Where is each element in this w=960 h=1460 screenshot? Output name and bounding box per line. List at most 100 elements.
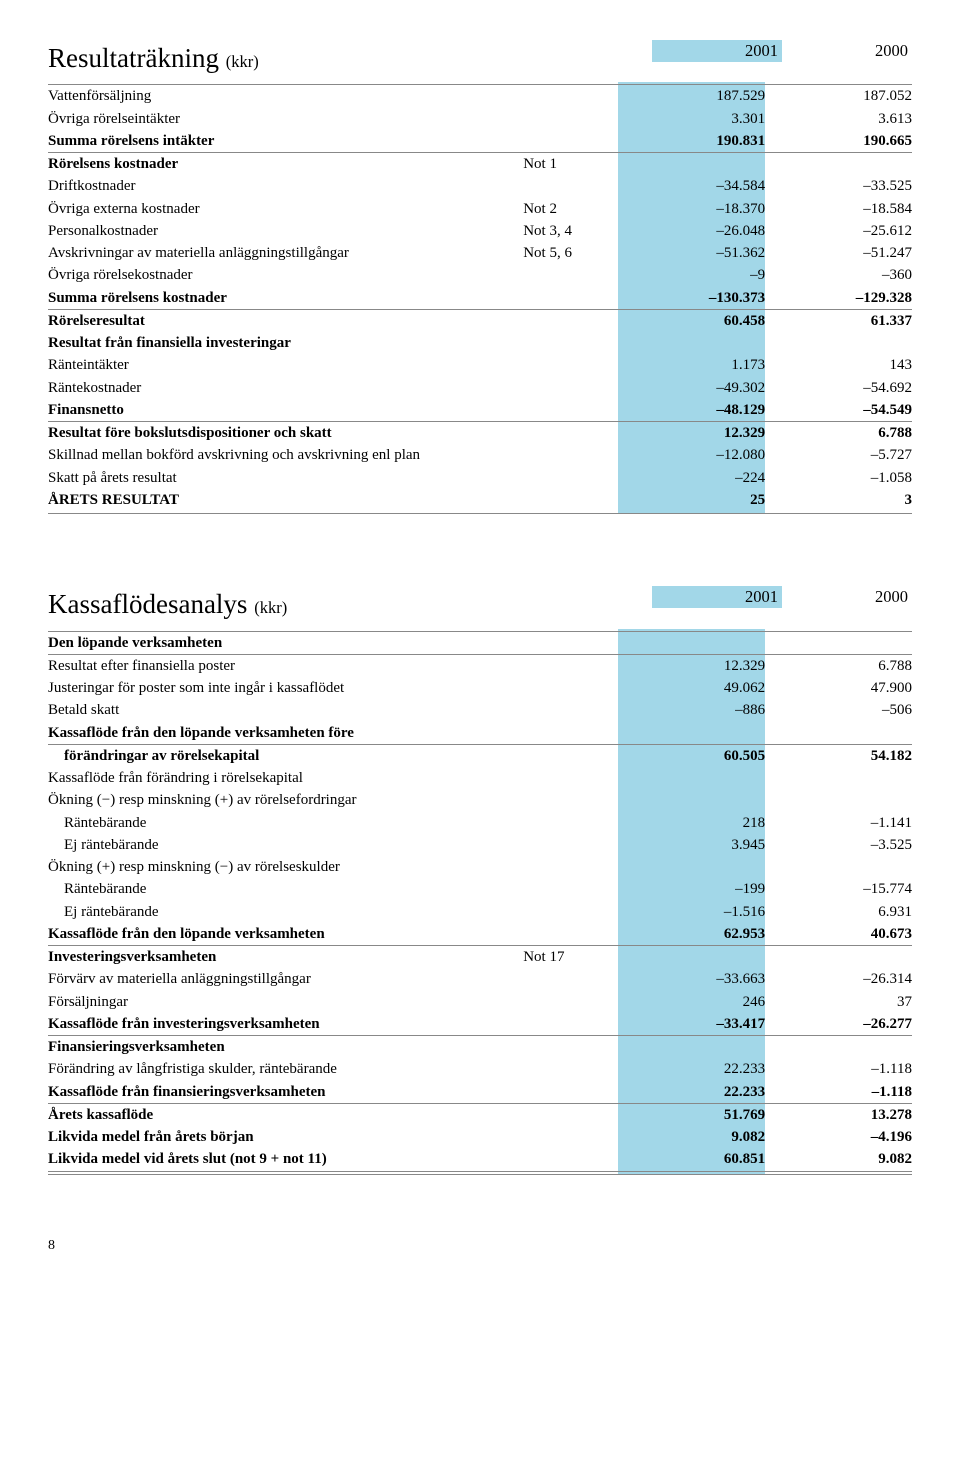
- table-row: Försäljningar24637: [48, 991, 912, 1013]
- row-2000: 37: [765, 991, 912, 1013]
- row-2001: [618, 767, 765, 789]
- row-2001: [618, 722, 765, 745]
- row-label: Kassaflöde från den löpande verksamheten: [48, 923, 523, 946]
- row-note: [523, 856, 618, 878]
- table-row: förändringar av rörelsekapital60.50554.1…: [48, 744, 912, 767]
- row-2000: 3: [765, 489, 912, 511]
- income-col-2001: 2001: [652, 40, 782, 62]
- row-label: Personalkostnader: [48, 220, 523, 242]
- table-row: Kassaflöde från förändring i rörelsekapi…: [48, 767, 912, 789]
- row-2000: –1.118: [765, 1081, 912, 1104]
- row-2000: 187.052: [765, 85, 912, 108]
- row-2001: 1.173: [618, 354, 765, 376]
- cashflow-title: Kassaflödesanalys (kkr) 20012000: [48, 586, 912, 622]
- row-note: Not 5, 6: [523, 242, 618, 264]
- row-label: Räntebärande: [48, 812, 523, 834]
- row-note: [523, 744, 618, 767]
- row-2000: 143: [765, 354, 912, 376]
- cashflow-table: Den löpande verksamhetenResultat efter f…: [48, 629, 912, 1175]
- row-label: Avskrivningar av materiella anläggningst…: [48, 242, 523, 264]
- table-row: Driftkostnader–34.584–33.525: [48, 175, 912, 197]
- cashflow-title-suffix: (kkr): [254, 598, 287, 617]
- row-2001: 60.851: [618, 1148, 765, 1171]
- row-note: [523, 789, 618, 811]
- row-label: Kassaflöde från förändring i rörelsekapi…: [48, 767, 523, 789]
- table-row: Övriga rörelseintäkter3.3013.613: [48, 108, 912, 130]
- row-label: Finansnetto: [48, 399, 523, 422]
- table-row: Avskrivningar av materiella anläggningst…: [48, 242, 912, 264]
- row-2000: –1.118: [765, 1058, 912, 1080]
- row-label: Ränteintäkter: [48, 354, 523, 376]
- income-title-suffix: (kkr): [226, 52, 259, 71]
- row-2001: [618, 631, 765, 654]
- row-2001: –199: [618, 878, 765, 900]
- row-label: Skatt på årets resultat: [48, 467, 523, 489]
- row-2001: –9: [618, 264, 765, 286]
- row-label: Betald skatt: [48, 699, 523, 721]
- row-2001: 62.953: [618, 923, 765, 946]
- table-row: Övriga rörelsekostnader–9–360: [48, 264, 912, 286]
- row-2001: –224: [618, 467, 765, 489]
- row-2000: –1.058: [765, 467, 912, 489]
- row-note: [523, 767, 618, 789]
- row-2000: –33.525: [765, 175, 912, 197]
- income-table: Vattenförsäljning187.529187.052Övriga rö…: [48, 82, 912, 514]
- row-label: Vattenförsäljning: [48, 85, 523, 108]
- row-2001: 246: [618, 991, 765, 1013]
- table-row: Den löpande verksamheten: [48, 631, 912, 654]
- row-note: Not 3, 4: [523, 220, 618, 242]
- row-2000: 47.900: [765, 677, 912, 699]
- row-2000: 6.788: [765, 654, 912, 677]
- table-row: Likvida medel från årets början9.082–4.1…: [48, 1126, 912, 1148]
- row-label: Resultat efter finansiella poster: [48, 654, 523, 677]
- row-note: Not 2: [523, 198, 618, 220]
- table-row: Betald skatt –886–506: [48, 699, 912, 721]
- row-note: [523, 1148, 618, 1171]
- row-note: [523, 631, 618, 654]
- row-2000: –129.328: [765, 287, 912, 310]
- row-2000: 190.665: [765, 130, 912, 153]
- row-2000: –18.584: [765, 198, 912, 220]
- row-2001: 51.769: [618, 1103, 765, 1126]
- row-2001: 9.082: [618, 1126, 765, 1148]
- table-row: ÅRETS RESULTAT253: [48, 489, 912, 511]
- row-label: Likvida medel vid årets slut (not 9 + no…: [48, 1148, 523, 1171]
- row-note: [523, 287, 618, 310]
- row-2000: 54.182: [765, 744, 912, 767]
- row-2001: 60.505: [618, 744, 765, 767]
- table-row: Förändring av långfristiga skulder, ränt…: [48, 1058, 912, 1080]
- row-note: [523, 1126, 618, 1148]
- row-2000: –26.314: [765, 968, 912, 990]
- table-row: Skatt på årets resultat –224–1.058: [48, 467, 912, 489]
- row-2000: 61.337: [765, 309, 912, 332]
- row-note: [523, 489, 618, 511]
- row-2000: –51.247: [765, 242, 912, 264]
- table-row: Vattenförsäljning 187.529187.052: [48, 85, 912, 108]
- row-label: Ej räntebärande: [48, 834, 523, 856]
- row-2001: –886: [618, 699, 765, 721]
- table-row: Kassaflöde från den löpande verksamheten…: [48, 722, 912, 745]
- row-2000: [765, 722, 912, 745]
- row-note: [523, 467, 618, 489]
- row-2001: [618, 1036, 765, 1059]
- table-row: Justeringar för poster som inte ingår i …: [48, 677, 912, 699]
- table-row: Skillnad mellan bokförd avskrivning och …: [48, 444, 912, 466]
- row-2000: 40.673: [765, 923, 912, 946]
- row-2001: –33.417: [618, 1013, 765, 1036]
- row-note: [523, 130, 618, 153]
- row-2000: –506: [765, 699, 912, 721]
- row-2001: 187.529: [618, 85, 765, 108]
- row-2000: 6.788: [765, 422, 912, 445]
- row-label: Övriga rörelsekostnader: [48, 264, 523, 286]
- row-note: [523, 1058, 618, 1080]
- row-2001: [618, 856, 765, 878]
- table-row: Rörelseresultat60.45861.337: [48, 309, 912, 332]
- row-label: Investeringsverksamheten: [48, 946, 523, 969]
- row-2001: –12.080: [618, 444, 765, 466]
- row-label: Ökning (+) resp minskning (−) av rörelse…: [48, 856, 523, 878]
- row-2001: 49.062: [618, 677, 765, 699]
- row-note: [523, 1081, 618, 1104]
- row-2001: 60.458: [618, 309, 765, 332]
- table-row: Räntebärande218–1.141: [48, 812, 912, 834]
- row-label: Driftkostnader: [48, 175, 523, 197]
